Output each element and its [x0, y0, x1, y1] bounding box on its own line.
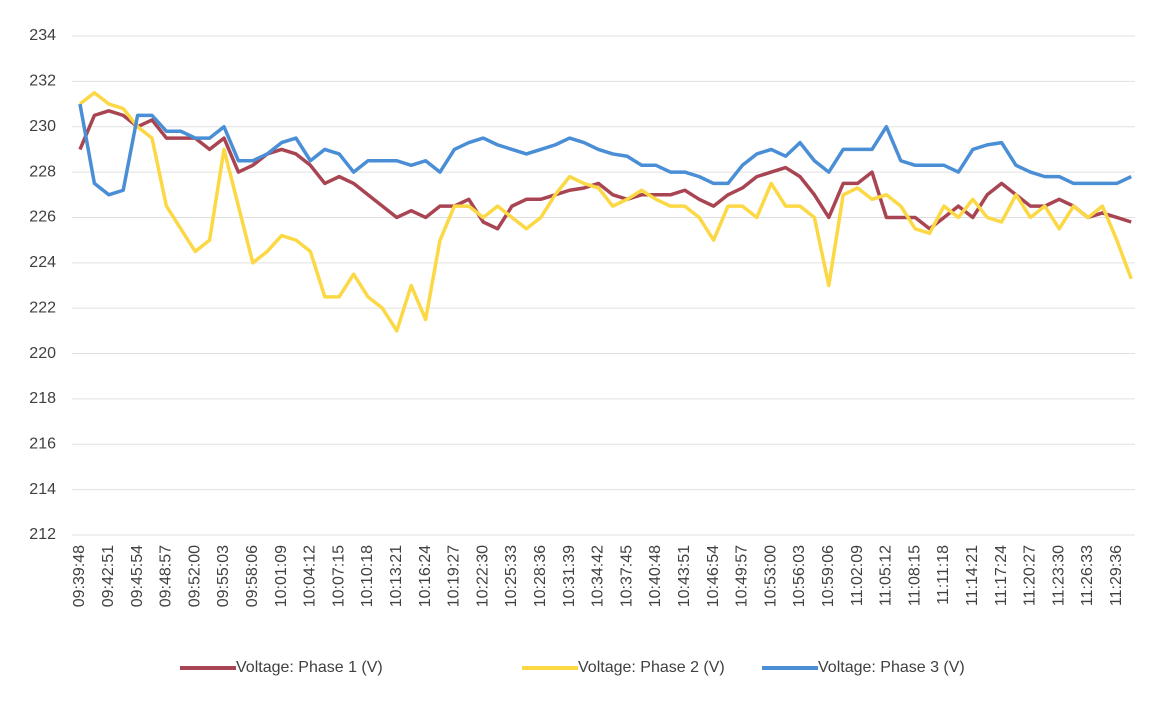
y-tick-label: 214: [29, 481, 56, 498]
x-tick-label: 09:45:54: [129, 545, 146, 607]
x-tick-label: 10:07:15: [330, 545, 347, 607]
x-tick-label: 10:01:09: [273, 545, 290, 607]
x-tick-label: 11:14:21: [964, 545, 981, 606]
y-tick-label: 232: [29, 73, 56, 90]
x-tick-label: 09:58:06: [244, 545, 261, 607]
x-tick-label: 10:28:36: [532, 545, 549, 607]
series-line: [78, 103, 1132, 197]
x-tick-label: 10:16:24: [417, 545, 434, 607]
x-tick-label: 11:20:27: [1022, 545, 1039, 606]
x-tick-label: 10:49:57: [734, 545, 751, 607]
y-tick-label: 222: [29, 299, 56, 316]
series-line: [78, 109, 1132, 231]
x-tick-label: 10:19:27: [446, 545, 463, 607]
x-tick-label: 09:42:51: [100, 545, 117, 607]
y-tick-label: 212: [29, 526, 56, 543]
x-tick-label: 11:26:33: [1079, 545, 1096, 606]
x-tick-label: 11:17:24: [993, 545, 1010, 606]
legend-label: Voltage: Phase 1 (V): [236, 659, 383, 676]
x-tick-label: 10:40:48: [647, 545, 664, 607]
x-tick-label: 10:37:45: [618, 545, 635, 607]
y-tick-label: 226: [29, 209, 56, 226]
x-tick-label: 10:31:39: [561, 545, 578, 607]
x-tick-label: 09:55:03: [215, 545, 232, 607]
y-tick-label: 230: [29, 118, 56, 135]
x-tick-label: 11:29:36: [1108, 545, 1125, 606]
legend-label: Voltage: Phase 2 (V): [578, 659, 725, 676]
x-tick-label: 11:11:18: [935, 545, 952, 605]
x-tick-label: 10:56:03: [791, 545, 808, 607]
x-tick-label: 10:25:33: [503, 545, 520, 607]
x-tick-label: 10:43:51: [676, 545, 693, 607]
x-tick-label: 10:46:54: [705, 545, 722, 607]
y-tick-label: 220: [29, 345, 56, 362]
y-tick-label: 234: [29, 27, 56, 44]
series-line: [78, 90, 1133, 333]
x-tick-label: 10:04:12: [302, 545, 319, 607]
x-tick-label: 10:53:00: [762, 545, 779, 607]
y-tick-label: 216: [29, 435, 56, 452]
x-tick-label: 11:23:30: [1050, 545, 1067, 606]
legend-label: Voltage: Phase 3 (V): [818, 659, 965, 676]
x-tick-label: 09:48:57: [158, 545, 175, 607]
x-tick-label: 11:08:15: [906, 545, 923, 606]
y-tick-label: 218: [29, 390, 56, 407]
y-tick-label: 228: [29, 163, 56, 180]
x-tick-label: 11:05:12: [878, 545, 895, 606]
x-tick-label: 09:52:00: [186, 545, 203, 607]
x-tick-label: 11:02:09: [849, 545, 866, 606]
x-tick-label: 10:13:21: [388, 545, 405, 607]
y-tick-label: 224: [29, 254, 56, 271]
x-tick-label: 10:34:42: [590, 545, 607, 607]
x-tick-label: 10:59:06: [820, 545, 837, 607]
x-tick-label: 10:10:18: [359, 545, 376, 607]
x-tick-label: 09:39:48: [71, 545, 88, 607]
x-tick-label: 10:22:30: [474, 545, 491, 607]
